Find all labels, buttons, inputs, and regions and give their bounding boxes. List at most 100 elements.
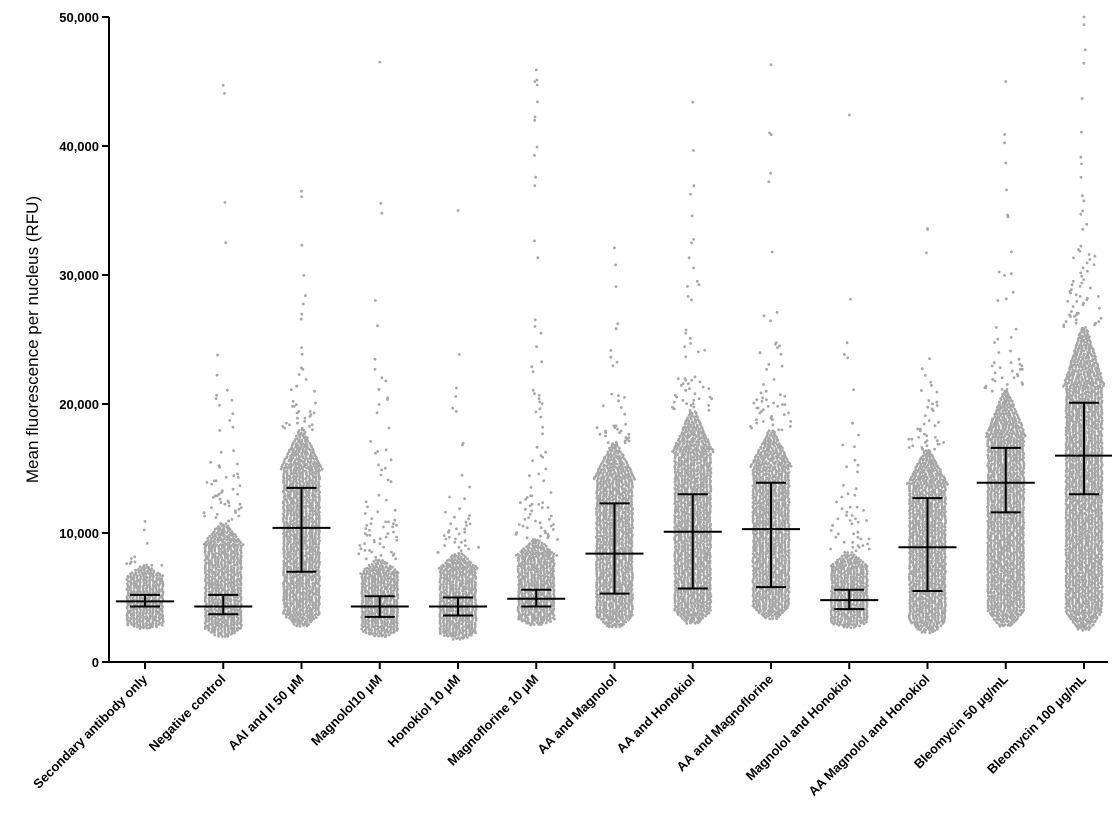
data-point xyxy=(308,537,311,541)
data-point xyxy=(605,535,609,539)
data-point xyxy=(467,623,471,627)
data-point xyxy=(302,274,306,277)
data-point xyxy=(148,581,152,585)
data-point xyxy=(468,522,472,526)
data-point xyxy=(536,100,539,104)
data-point xyxy=(144,622,148,625)
data-point xyxy=(630,579,634,582)
data-point xyxy=(447,529,451,532)
data-point xyxy=(458,581,462,585)
data-point xyxy=(365,569,369,573)
data-point xyxy=(617,489,620,492)
data-point xyxy=(442,576,446,580)
data-point xyxy=(533,115,537,119)
data-point xyxy=(286,550,290,554)
data-point xyxy=(528,474,531,478)
data-point xyxy=(630,523,634,527)
data-point xyxy=(540,506,544,509)
data-point xyxy=(395,539,399,542)
data-point xyxy=(295,615,298,619)
data-point xyxy=(142,583,146,587)
data-point xyxy=(288,516,292,520)
data-point xyxy=(601,617,605,620)
data-point xyxy=(207,617,211,620)
data-point xyxy=(282,590,286,594)
data-point xyxy=(473,621,477,625)
data-point xyxy=(236,577,240,581)
data-point xyxy=(626,521,630,525)
data-point xyxy=(385,602,389,606)
data-point xyxy=(232,598,236,602)
data-point xyxy=(289,554,292,558)
data-point xyxy=(213,607,217,611)
data-point xyxy=(223,201,227,204)
data-point xyxy=(239,592,243,595)
data-point xyxy=(237,507,241,511)
data-point xyxy=(540,541,544,545)
data-point xyxy=(317,610,321,614)
data-point xyxy=(285,455,289,458)
data-point xyxy=(298,523,301,527)
data-point xyxy=(223,586,226,590)
data-point xyxy=(213,615,217,619)
data-point xyxy=(299,317,303,321)
data-point xyxy=(223,92,226,95)
data-point xyxy=(609,521,612,525)
data-point xyxy=(211,496,215,499)
data-point xyxy=(373,624,377,628)
data-point xyxy=(446,572,449,576)
data-point xyxy=(454,410,458,413)
data-point xyxy=(311,523,314,527)
data-point xyxy=(226,598,230,602)
data-point xyxy=(602,525,606,528)
data-point xyxy=(216,586,220,590)
data-point xyxy=(384,448,388,452)
data-point xyxy=(379,473,383,477)
data-point xyxy=(318,505,321,509)
data-point xyxy=(214,570,218,574)
data-point xyxy=(451,554,454,557)
data-point xyxy=(367,597,371,600)
data-point xyxy=(552,584,556,587)
data-point xyxy=(598,599,602,602)
data-point xyxy=(368,572,371,575)
data-point xyxy=(217,597,221,601)
data-point xyxy=(534,519,537,523)
data-point xyxy=(374,558,378,562)
data-point xyxy=(204,590,208,593)
data-point xyxy=(457,578,461,582)
data-point xyxy=(285,585,289,588)
data-point xyxy=(126,622,130,625)
data-point xyxy=(629,562,633,566)
series-points xyxy=(125,520,165,631)
data-point xyxy=(455,590,458,594)
data-point xyxy=(541,425,545,429)
data-point xyxy=(161,598,165,601)
data-point xyxy=(211,581,214,584)
data-point xyxy=(226,524,230,528)
data-point xyxy=(607,517,611,521)
data-point xyxy=(605,525,609,528)
data-point xyxy=(308,410,312,413)
data-point xyxy=(130,571,134,575)
data-point xyxy=(442,634,446,638)
data-point xyxy=(595,581,598,584)
data-point xyxy=(160,604,164,607)
data-point xyxy=(463,497,466,501)
data-point xyxy=(373,357,377,361)
data-point xyxy=(203,564,207,567)
data-point xyxy=(534,68,538,72)
data-point xyxy=(529,611,533,614)
data-point xyxy=(315,516,318,520)
data-point xyxy=(208,580,211,584)
data-point xyxy=(295,588,299,592)
data-point xyxy=(235,462,239,466)
data-point xyxy=(623,530,627,534)
data-point xyxy=(207,550,211,553)
data-point xyxy=(549,567,552,571)
data-point xyxy=(453,540,457,544)
data-point xyxy=(212,543,216,546)
data-point xyxy=(384,498,388,502)
data-point xyxy=(529,486,533,489)
data-point xyxy=(295,520,299,523)
